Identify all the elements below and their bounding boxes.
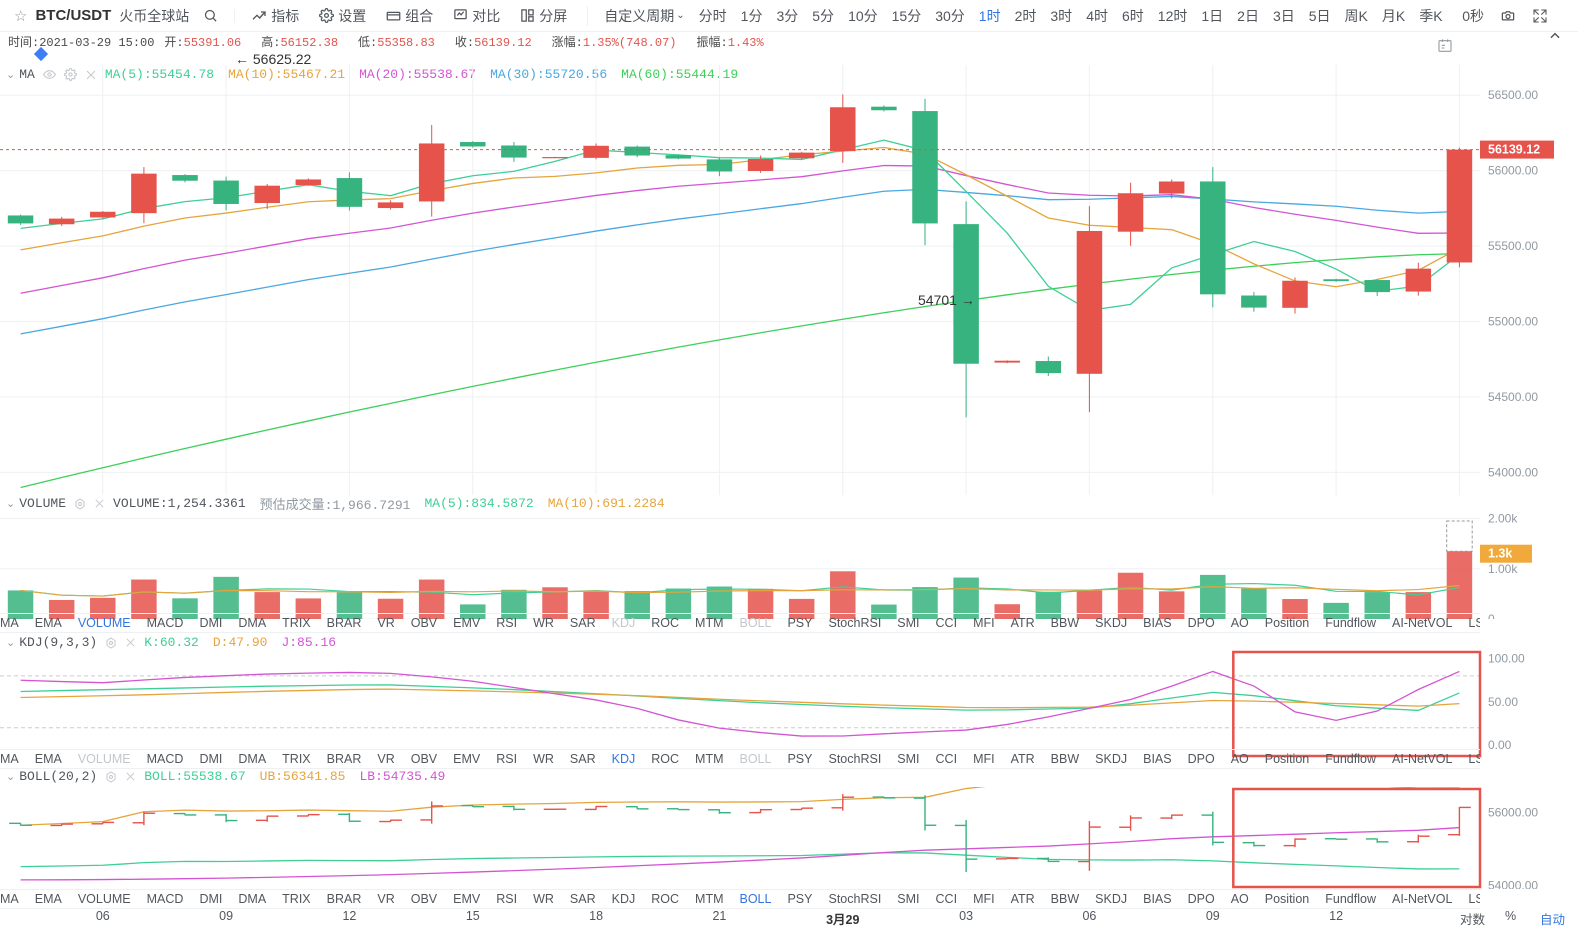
svg-text:54000.00: 54000.00: [1488, 465, 1538, 479]
svg-text:56000.00: 56000.00: [1488, 164, 1538, 178]
svg-text:0: 0: [1488, 612, 1495, 619]
svg-text:100.00: 100.00: [1488, 652, 1525, 666]
svg-text:54500.00: 54500.00: [1488, 390, 1538, 404]
svg-text:56139.12: 56139.12: [1488, 143, 1540, 157]
svg-text:55000.00: 55000.00: [1488, 315, 1538, 329]
svg-text:2.00k: 2.00k: [1488, 512, 1518, 526]
svg-text:56500.00: 56500.00: [1488, 88, 1538, 102]
svg-text:55500.00: 55500.00: [1488, 239, 1538, 253]
svg-text:1.00k: 1.00k: [1488, 562, 1518, 576]
svg-text:56000.00: 56000.00: [1488, 806, 1538, 820]
svg-text:0.00: 0.00: [1488, 738, 1512, 752]
svg-text:1.3k: 1.3k: [1488, 547, 1512, 561]
svg-text:54000.00: 54000.00: [1488, 878, 1538, 889]
svg-text:50.00: 50.00: [1488, 695, 1518, 709]
